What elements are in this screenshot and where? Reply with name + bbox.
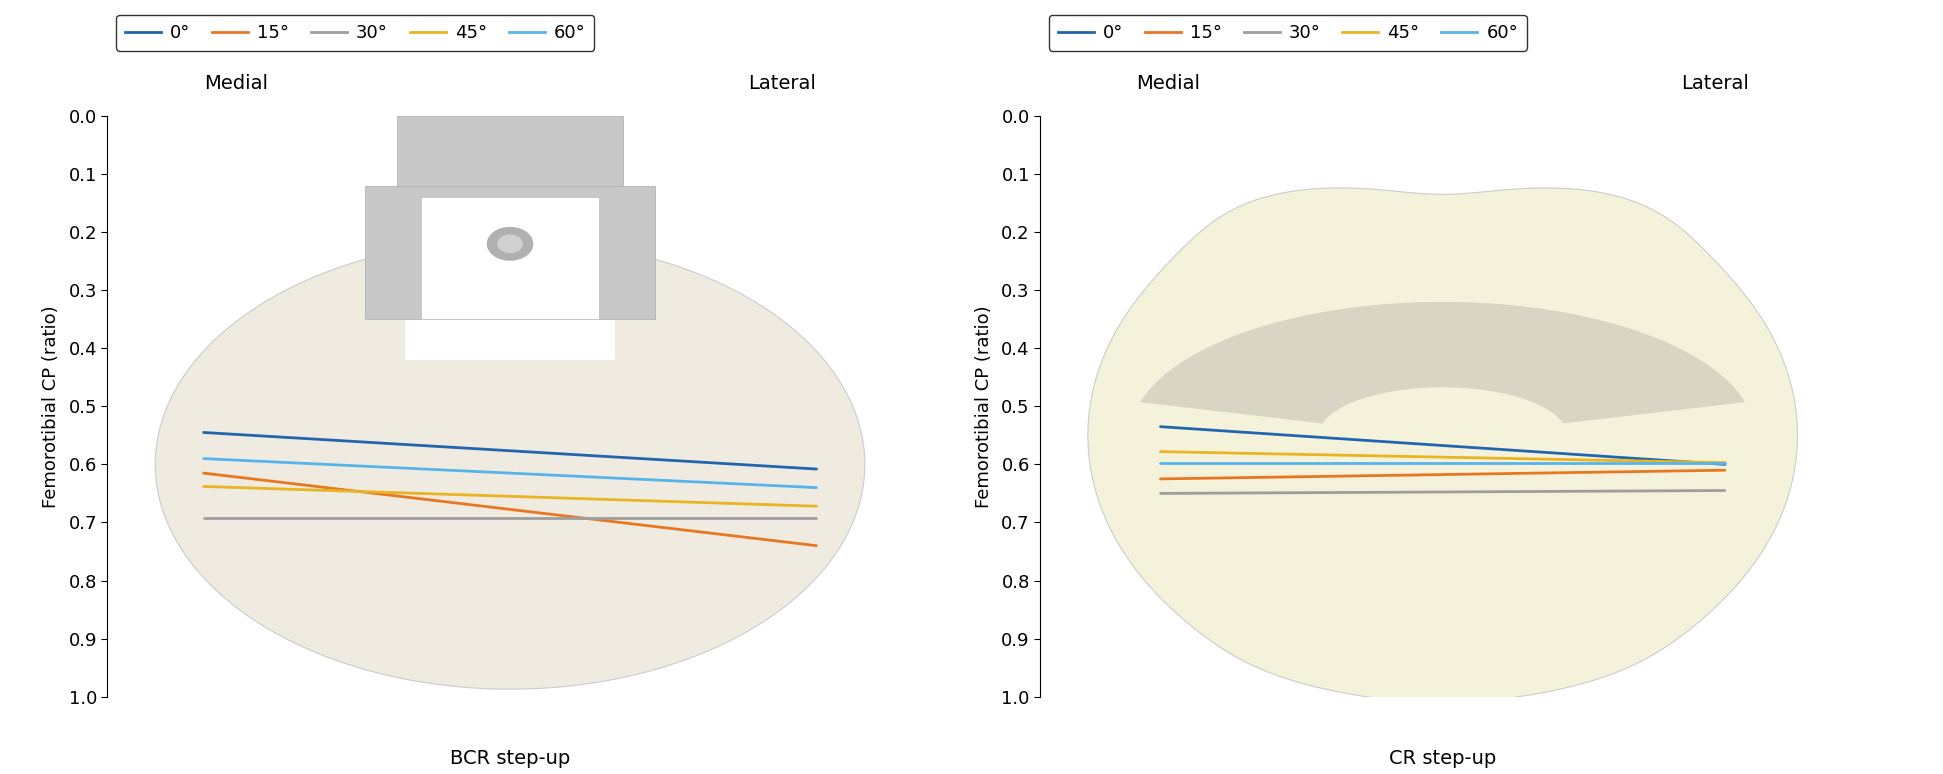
Circle shape [497, 235, 523, 252]
Legend: 0°, 15°, 30°, 45°, 60°: 0°, 15°, 30°, 45°, 60° [1049, 15, 1527, 51]
Circle shape [488, 228, 532, 260]
Text: Medial: Medial [1137, 74, 1201, 93]
Text: CR step-up: CR step-up [1389, 749, 1496, 768]
Y-axis label: Femorotibial CP (ratio): Femorotibial CP (ratio) [975, 305, 993, 508]
Text: Lateral: Lateral [748, 74, 816, 93]
Polygon shape [365, 186, 655, 319]
Polygon shape [155, 240, 865, 689]
Polygon shape [1141, 302, 1745, 423]
Polygon shape [1088, 188, 1797, 702]
Legend: 0°, 15°, 30°, 45°, 60°: 0°, 15°, 30°, 45°, 60° [117, 15, 595, 51]
Y-axis label: Femorotibial CP (ratio): Femorotibial CP (ratio) [43, 305, 60, 508]
Polygon shape [396, 116, 624, 197]
Polygon shape [406, 87, 614, 360]
Text: Medial: Medial [204, 74, 268, 93]
Polygon shape [422, 197, 598, 319]
Text: BCR step-up: BCR step-up [451, 749, 569, 768]
Text: Lateral: Lateral [1681, 74, 1749, 93]
